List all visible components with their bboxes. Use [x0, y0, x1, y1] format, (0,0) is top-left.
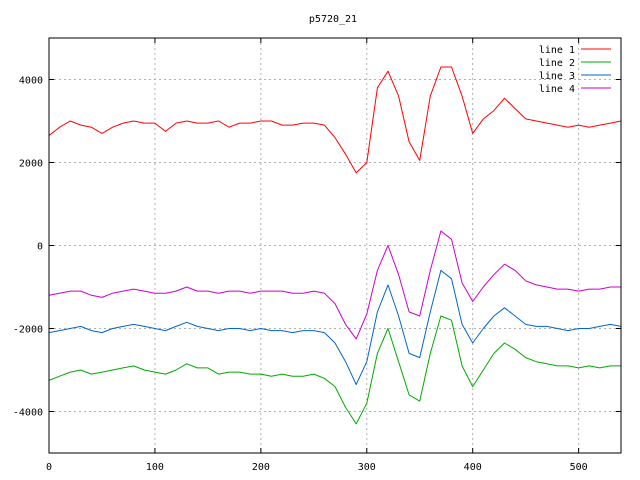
- x-tick-label: 400: [464, 462, 482, 473]
- grid: [48, 38, 621, 453]
- legend: line 1 line 2 line 3 line 4: [539, 45, 611, 95]
- x-tick-label: 200: [252, 462, 270, 473]
- axes: 0 100 200 300 400 500 -4000 -2000 0 2000 4000: [13, 37, 622, 473]
- series-line-1: [48, 66, 622, 174]
- series-line-3: [48, 269, 622, 385]
- y-tick-label: -2000: [13, 325, 43, 336]
- series-line-2: [48, 315, 621, 425]
- series-line-4: [48, 230, 621, 340]
- y-tick-label: 2000: [19, 159, 43, 170]
- plot-frame: [48, 37, 622, 454]
- legend-label: line 1: [539, 45, 575, 56]
- legend-label: line 4: [539, 84, 575, 95]
- x-tick-label: 0: [46, 462, 52, 473]
- y-tick-label: -4000: [13, 408, 43, 419]
- x-tick-label: 500: [570, 462, 588, 473]
- chart-title: p5720_21: [309, 14, 357, 25]
- series-lines: [48, 66, 622, 425]
- legend-label: line 3: [539, 71, 575, 82]
- x-tick-label: 100: [146, 462, 164, 473]
- y-tick-label: 4000: [19, 76, 43, 87]
- y-tick-label: 0: [37, 242, 43, 253]
- legend-label: line 2: [539, 58, 575, 69]
- x-tick-label: 300: [358, 462, 376, 473]
